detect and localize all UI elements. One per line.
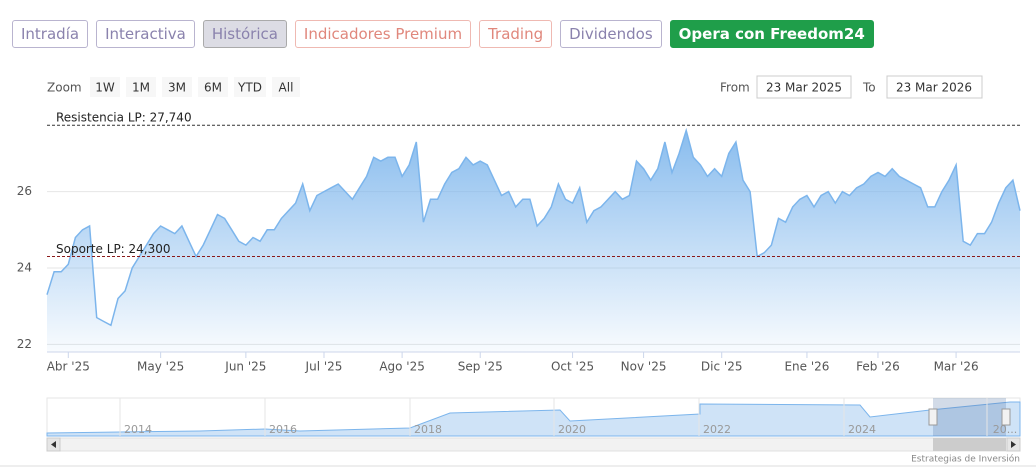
navigator-handle[interactable] [928, 408, 938, 426]
navigator-label: 20... [993, 423, 1018, 436]
tab[interactable]: Interactiva [96, 20, 195, 48]
zoom-button[interactable] [234, 77, 266, 97]
tab[interactable]: Intradía [12, 20, 89, 48]
tab[interactable]: Dividendos [560, 20, 662, 48]
to-date[interactable]: 23 Mar 2026 [896, 81, 972, 95]
y-tick-label: 24 [17, 261, 32, 275]
x-tick-label: Sep '25 [458, 360, 503, 374]
zoom-button[interactable] [198, 77, 228, 97]
tab-bar: Intradía Interactiva Histórica Indicadores … [12, 20, 874, 48]
x-tick-label: Mar '26 [934, 360, 979, 374]
x-tick-label: Feb '26 [856, 360, 900, 374]
y-tick-label: 22 [17, 337, 32, 351]
zoom-button[interactable] [126, 77, 156, 97]
navigator-label: 2020 [558, 423, 586, 436]
from-date[interactable]: 23 Mar 2025 [766, 81, 842, 95]
zoom-button-label[interactable]: All [279, 81, 294, 95]
zoom-button[interactable] [90, 77, 120, 97]
from-label: From [720, 81, 750, 95]
navigator-handle[interactable] [1001, 408, 1011, 426]
navigator-label: 2018 [414, 423, 442, 436]
navigator-selection [933, 398, 1006, 436]
x-tick-label: Jun '25 [224, 360, 266, 374]
tab[interactable]: Trading [479, 20, 553, 48]
x-tick-label: Ene '26 [784, 360, 829, 374]
x-tick-label: Nov '25 [621, 360, 667, 374]
x-tick-label: Jul '25 [305, 360, 343, 374]
zoom-button-label[interactable]: 6M [204, 81, 222, 95]
price-line [46, 127, 1021, 327]
navigator-label: 2022 [703, 423, 731, 436]
arrow-icon [1011, 441, 1016, 448]
x-tick-label: May '25 [137, 360, 184, 374]
scrollbar-thumb[interactable] [933, 438, 1006, 451]
arrow-icon [51, 441, 56, 448]
navigator-label: 2016 [269, 423, 297, 436]
y-tick-label: 26 [17, 184, 32, 198]
tab[interactable]: Opera con Freedom24 [669, 20, 874, 48]
to-input[interactable] [886, 75, 983, 99]
area-fill [47, 130, 1020, 352]
tab[interactable]: Indicadores Premium [294, 20, 472, 48]
zoom-button-label[interactable]: 3M [168, 81, 186, 95]
level-label: Soporte LP: 24,300 [56, 242, 171, 256]
navigator-label: 2014 [124, 423, 152, 436]
zoom-button-label[interactable]: 1W [95, 81, 115, 95]
zoom-button[interactable] [272, 77, 300, 97]
x-tick-label: Dic '25 [701, 360, 743, 374]
navigator-label: 2024 [848, 423, 876, 436]
scrollbar-track[interactable] [46, 437, 1021, 452]
zoom-label: Zoom [47, 81, 82, 95]
x-tick-label: Oct '25 [551, 360, 594, 374]
to-label: To [862, 81, 876, 95]
from-input[interactable] [756, 75, 852, 99]
zoom-button-label[interactable]: 1M [132, 81, 150, 95]
tab[interactable]: Histórica [202, 20, 287, 48]
credits[interactable]: Estrategias de Inversión [911, 454, 1020, 465]
zoom-button-label[interactable]: YTD [237, 81, 262, 95]
level-label: Resistencia LP: 27,740 [56, 111, 192, 125]
x-tick-label: Ago '25 [379, 360, 425, 374]
zoom-button[interactable] [162, 77, 192, 97]
x-tick-label: Abr '25 [47, 360, 90, 374]
